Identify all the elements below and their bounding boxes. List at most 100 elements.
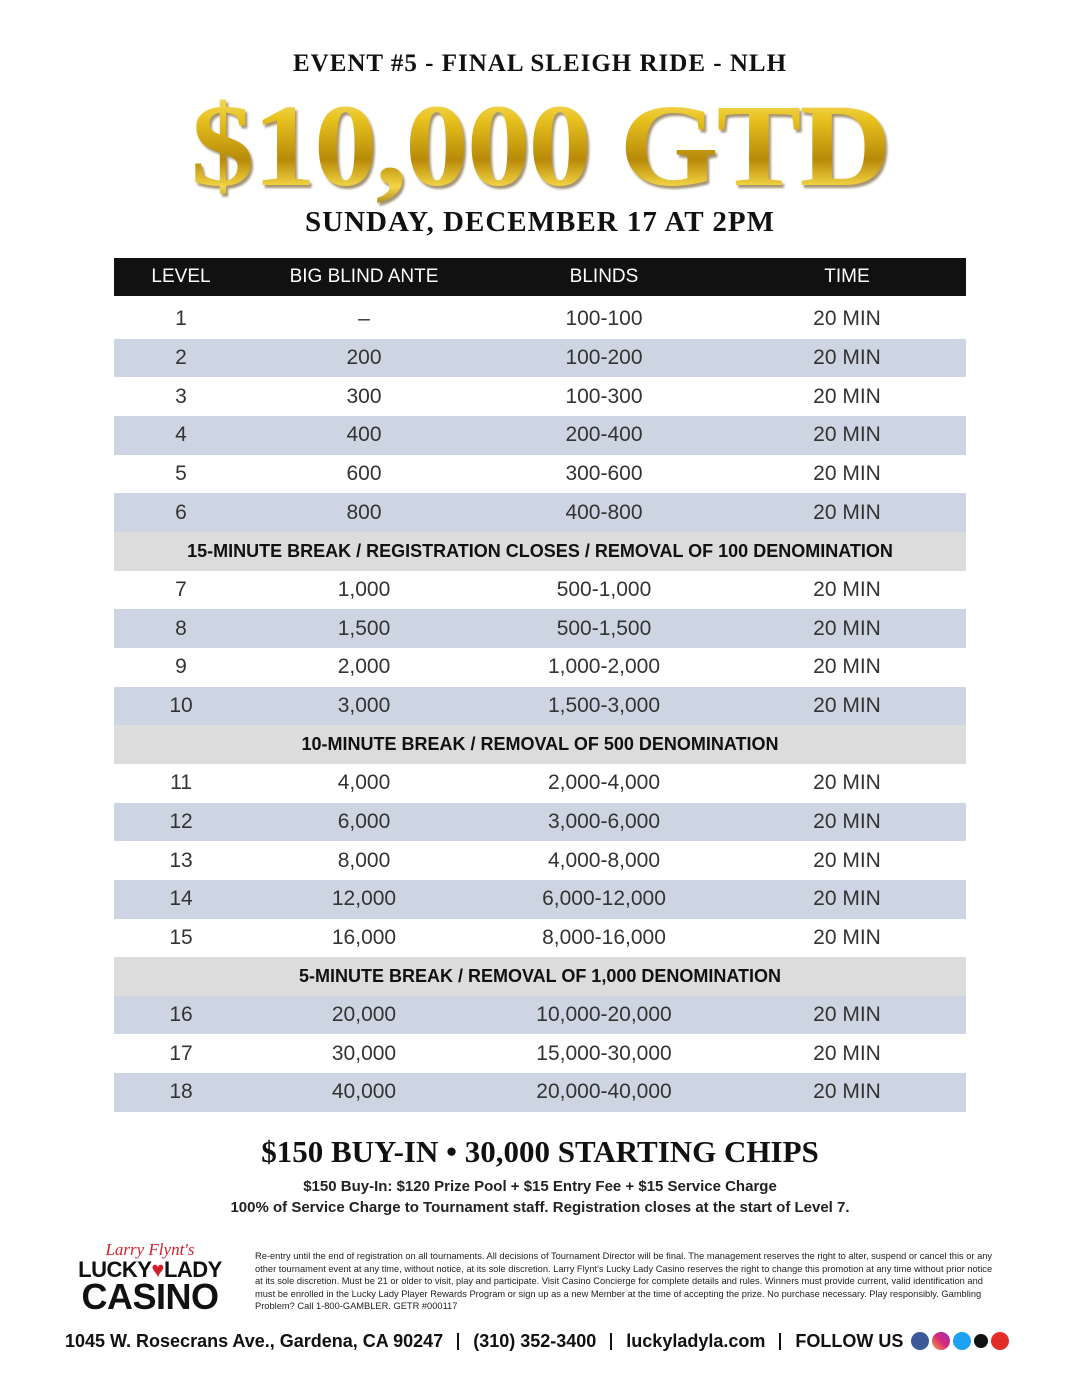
cell: 2 (175, 345, 187, 369)
separator (779, 1332, 782, 1350)
cell: 500-1,000 (556, 577, 652, 601)
logo-lucky-lady: LUCKY♥LADY (60, 1257, 240, 1283)
level-row: 17 30,000 15,000-30,000 20 MIN (114, 1034, 966, 1073)
cell: 500-1,500 (556, 616, 652, 640)
cell: 20 MIN (813, 1003, 881, 1027)
cell: 20 MIN (813, 616, 881, 640)
cell: 5 (175, 461, 187, 485)
cell: 20 MIN (813, 1041, 881, 1065)
cell: 300-600 (565, 461, 643, 485)
cell: 20 MIN (813, 345, 881, 369)
twitter-icon[interactable] (953, 1332, 972, 1350)
level-row: 5 600 300-600 20 MIN (114, 455, 966, 494)
logo-casino: CASINO (81, 1276, 219, 1317)
cell: 20 MIN (813, 925, 881, 949)
cell: 7 (175, 577, 187, 601)
cell: 10,000-20,000 (536, 1003, 672, 1027)
header-row: LEVEL BIG BLIND ANTE BLINDS TIME (114, 258, 966, 296)
cell: 20 MIN (813, 771, 881, 795)
cell: 1 (175, 307, 187, 331)
break-text: 15-MINUTE BREAK / REGISTRATION CLOSES / … (187, 540, 893, 561)
level-row: 18 40,000 20,000-40,000 20 MIN (114, 1073, 966, 1112)
structure-table: LEVEL BIG BLIND ANTE BLINDS TIME 1 – 100-100 20… (114, 258, 966, 1112)
facebook-icon[interactable] (911, 1332, 930, 1350)
cell: 18 (169, 1080, 193, 1104)
event-title: EVENT #5 - FINAL SLEIGH RIDE - NLH (292, 50, 788, 77)
cell: 20 MIN (813, 809, 881, 833)
level-row: 8 1,500 500-1,500 20 MIN (114, 609, 966, 648)
cell: 200-400 (565, 423, 643, 447)
cell: 1,500 (337, 616, 391, 640)
cell: 20 MIN (813, 1080, 881, 1104)
level-row: 2 200 100-200 20 MIN (114, 338, 966, 378)
cell: 13 (169, 848, 193, 872)
cell: 1,500-3,000 (547, 693, 661, 717)
cell: 20 MIN (813, 461, 881, 485)
instagram-icon[interactable] (932, 1332, 951, 1350)
cell: 100-200 (565, 345, 643, 369)
disclaimer: Re-entry until the end of registration o… (255, 1251, 993, 1311)
cell: 20 MIN (813, 384, 881, 408)
cell: 3 (175, 384, 187, 408)
contact-bar: 1045 W. Rosecrans Ave., Gardena, CA 9024… (65, 1328, 1010, 1354)
cell: 20,000-40,000 (536, 1080, 672, 1104)
logo-heart: ♥ (151, 1257, 164, 1282)
cell: 8 (175, 616, 187, 640)
level-row: 7 1,000 500-1,000 20 MIN (114, 571, 966, 610)
level-row: 3 300 100-300 20 MIN (114, 377, 966, 416)
column-header: BLINDS (569, 266, 639, 287)
column-header: LEVEL (151, 266, 211, 287)
logo-lady: LADY (163, 1257, 222, 1282)
level-row: 4 400 200-400 20 MIN (114, 415, 966, 455)
cell: 16,000 (331, 925, 397, 949)
buy-in-headline: $150 BUY-IN • 30,000 STARTING CHIPS (261, 1134, 819, 1169)
cell: 4 (175, 423, 187, 447)
column-header: BIG BLIND ANTE (289, 266, 439, 287)
phone[interactable]: (310) 352-3400 (473, 1330, 597, 1351)
separator (457, 1332, 460, 1350)
level-row: 10 3,000 1,500-3,000 20 MIN (114, 686, 966, 726)
cell: 8,000 (337, 848, 391, 872)
cell: 100-100 (565, 307, 643, 331)
cell: 1,000 (337, 577, 391, 601)
address: 1045 W. Rosecrans Ave., Gardena, CA 9024… (65, 1330, 444, 1351)
cell: 1,000-2,000 (547, 655, 661, 679)
cell: 12 (169, 809, 193, 833)
follow-label: FOLLOW US (795, 1330, 904, 1351)
cell: 14 (169, 887, 193, 911)
break-text: 5-MINUTE BREAK / REMOVAL OF 1,000 DENOMI… (298, 965, 782, 986)
cell: 6,000 (337, 809, 391, 833)
buy-in-detail: $150 Buy-In: $120 Prize Pool + $15 Entry… (303, 1178, 777, 1195)
cell: 20 MIN (813, 848, 881, 872)
cell: 11 (170, 771, 192, 795)
cell: 20 MIN (813, 655, 881, 679)
level-row: 15 16,000 8,000-16,000 20 MIN (114, 919, 966, 958)
level-row: 1 – 100-100 20 MIN (114, 300, 966, 339)
cell: 20 MIN (813, 423, 881, 447)
cell: 20,000 (331, 1003, 397, 1027)
break-row: 15-MINUTE BREAK / REGISTRATION CLOSES / … (114, 531, 966, 571)
cell: 20 MIN (813, 307, 881, 331)
logo-lucky: LUCKY (78, 1257, 152, 1282)
cell: 4,000 (337, 771, 391, 795)
cell: 2,000-4,000 (547, 771, 661, 795)
break-text: 10-MINUTE BREAK / REMOVAL OF 500 DENOMIN… (301, 734, 779, 755)
level-row: 14 12,000 6,000-12,000 20 MIN (114, 879, 966, 919)
cell: 20 MIN (813, 500, 881, 524)
casino-logo: Larry Flynt's LUCKY♥LADY CASINO (60, 1240, 240, 1318)
cell: 8,000-16,000 (542, 925, 666, 949)
cell: 30,000 (331, 1041, 397, 1065)
level-row: 11 4,000 2,000-4,000 20 MIN (114, 764, 966, 803)
level-row: 6 800 400-800 20 MIN (114, 493, 966, 532)
cell: 12,000 (331, 887, 397, 911)
level-row: 13 8,000 4,000-8,000 20 MIN (114, 841, 966, 880)
cell: 800 (346, 500, 382, 524)
youtube-icon[interactable] (991, 1332, 1010, 1350)
cell: 20 MIN (813, 577, 881, 601)
separator (610, 1332, 613, 1350)
cell: 16 (169, 1003, 193, 1027)
tiktok-icon[interactable] (974, 1334, 989, 1348)
website[interactable]: luckyladyla.com (626, 1330, 766, 1351)
